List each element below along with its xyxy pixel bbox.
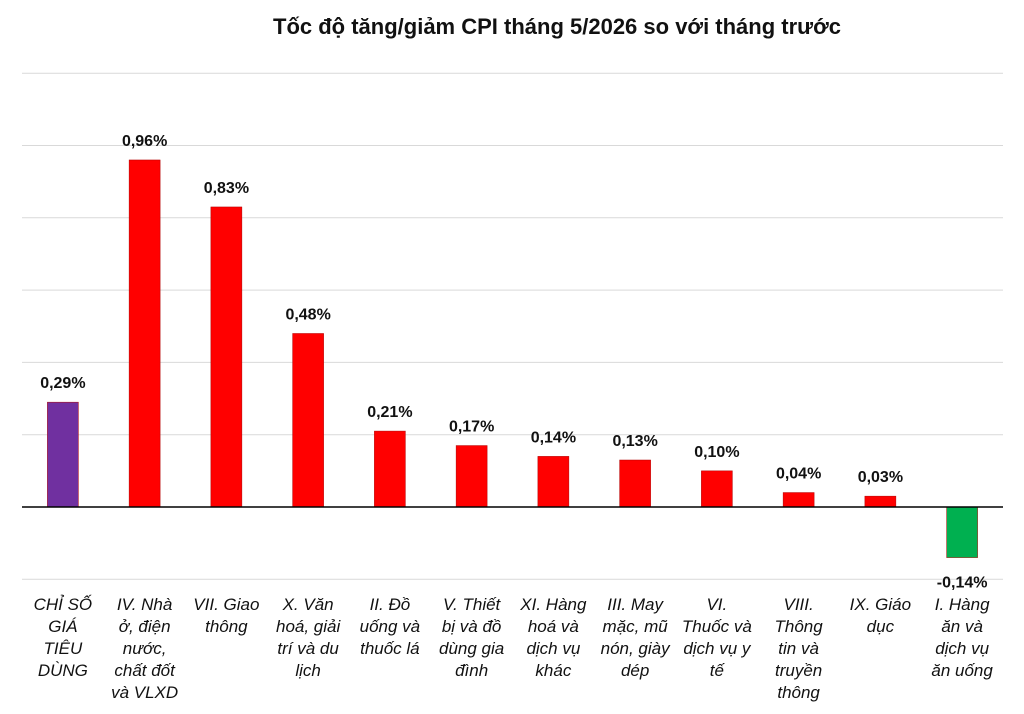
category-label-line: Thông xyxy=(775,617,824,636)
category-label-line: II. Đồ xyxy=(370,595,411,614)
category-label-line: VIII. xyxy=(784,595,814,614)
category-label-line: I. Hàng xyxy=(935,595,990,614)
bar-2 xyxy=(128,159,161,508)
category-label-line: nước, xyxy=(123,639,167,658)
category-label-11: IX. Giáo dục xyxy=(850,595,911,636)
value-label-9: 0,10% xyxy=(694,444,739,461)
category-label-line: VII. Giao xyxy=(193,595,259,614)
category-label-line: GIÁ xyxy=(48,617,77,636)
category-label-line: khác xyxy=(535,661,571,680)
category-label-line: DÙNG xyxy=(38,661,88,680)
category-label-2: IV. Nhà ở, điện nước, chất đốt và VLXD xyxy=(111,595,178,702)
category-label-line: tin và xyxy=(778,639,819,658)
category-label-line: dục xyxy=(867,617,895,636)
bar-8 xyxy=(619,459,651,508)
category-label-line: và VLXD xyxy=(111,683,178,702)
value-label-7: 0,14% xyxy=(531,429,576,446)
category-label-line: thuốc lá xyxy=(360,639,420,658)
bar-3 xyxy=(210,206,243,508)
category-label-10: VIII. Thông tin và truyền thông xyxy=(775,595,824,702)
category-label-4: X. Văn hoá, giải trí và du lịch xyxy=(276,595,341,680)
category-label-6: V. Thiết bị và đồ dùng gia đình xyxy=(439,595,504,680)
category-label-line: TIÊU xyxy=(44,639,83,658)
category-label-line: hoá, giải xyxy=(276,617,341,636)
category-label-line: tế xyxy=(710,661,726,680)
chart-title: Tốc độ tăng/giảm CPI tháng 5/2026 so với… xyxy=(273,14,841,39)
category-label-line: nón, giày xyxy=(601,639,671,658)
category-label-1: CHỈ SỐ GIÁ TIÊU DÙNG xyxy=(34,595,93,680)
category-label-line: dịch vụ xyxy=(526,639,580,658)
value-label-4: 0,48% xyxy=(285,306,330,323)
value-label-8: 0,13% xyxy=(612,433,657,450)
category-label-9: VI. Thuốc và dịch vụ y tế xyxy=(682,595,752,680)
category-label-line: bị và đồ xyxy=(442,617,502,636)
category-label-line: ăn và xyxy=(941,617,983,636)
category-label-line: mặc, mũ xyxy=(603,617,669,636)
category-label-line: chất đốt xyxy=(114,661,176,680)
value-label-3: 0,83% xyxy=(204,180,249,197)
category-label-7: XI. Hàng hoá và dịch vụ khác xyxy=(519,595,587,680)
category-label-line: dịch vụ xyxy=(935,639,989,658)
value-label-2: 0,96% xyxy=(122,133,167,150)
category-label-line: VI. xyxy=(706,595,727,614)
bar-10 xyxy=(782,492,815,508)
category-label-line: IV. Nhà xyxy=(117,595,172,614)
category-label-line: thông xyxy=(205,617,248,636)
category-label-line: V. Thiết xyxy=(443,595,502,614)
value-label-10: 0,04% xyxy=(776,466,821,483)
category-label-line: XI. Hàng xyxy=(519,595,587,614)
category-label-3: VII. Giao thông xyxy=(193,595,259,636)
bar-6 xyxy=(455,445,488,508)
value-label-6: 0,17% xyxy=(449,419,494,436)
category-label-line: uống và xyxy=(360,617,421,636)
category-label-line: IX. Giáo xyxy=(850,595,911,614)
category-label-8: III. May mặc, mũ nón, giày dép xyxy=(601,595,671,680)
bar-1 xyxy=(47,401,79,508)
bar-4 xyxy=(292,333,324,508)
category-label-line: dùng gia xyxy=(439,639,504,658)
value-label-11: 0,03% xyxy=(858,469,903,486)
category-label-12: I. Hàng ăn và dịch vụ ăn uống xyxy=(931,595,993,680)
value-label-5: 0,21% xyxy=(367,404,412,421)
category-label-line: III. May xyxy=(607,595,664,614)
category-label-line: thông xyxy=(777,683,820,702)
category-label-line: ăn uống xyxy=(931,661,993,680)
category-label-line: CHỈ SỐ xyxy=(34,595,93,614)
bar-12 xyxy=(946,506,978,558)
bar-5 xyxy=(374,430,406,508)
category-label-line: dịch vụ y xyxy=(683,639,752,658)
bar-7 xyxy=(537,456,570,508)
bar-11 xyxy=(864,495,897,508)
category-label-line: đình xyxy=(455,661,488,680)
category-label-line: trí và du xyxy=(277,639,339,658)
value-label-12: -0,14% xyxy=(937,575,988,592)
category-label-5: II. Đồ uống và thuốc lá xyxy=(360,595,421,658)
category-label-line: ở, điện xyxy=(119,617,171,636)
bar-9 xyxy=(701,470,733,508)
category-label-line: lịch xyxy=(295,661,321,680)
category-label-line: Thuốc và xyxy=(682,617,752,636)
value-label-1: 0,29% xyxy=(40,375,85,392)
category-label-line: truyền xyxy=(775,661,822,680)
category-label-line: hoá và xyxy=(528,617,579,636)
category-label-line: dép xyxy=(621,661,649,680)
category-label-line: X. Văn xyxy=(282,595,334,614)
